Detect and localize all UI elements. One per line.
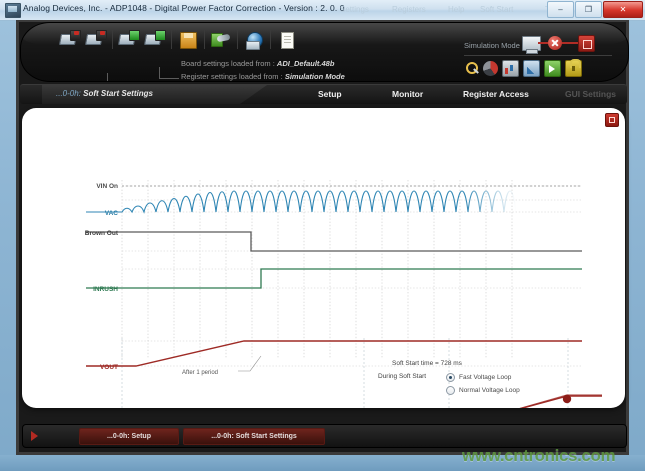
close-window-button[interactable]: ✕ (603, 1, 643, 18)
bottom-taskbar: ...0-0h: Setup ...0-0h: Soft Start Setti… (22, 424, 627, 448)
maximize-button[interactable]: ❐ (575, 1, 602, 18)
disconnected-icon (548, 36, 562, 50)
navigation-bar: ...0-0h: Soft Start Settings Setup Monit… (20, 84, 627, 104)
register-settings-status: Register settings loaded from : Simulati… (181, 72, 345, 81)
waveform-icon[interactable] (523, 60, 540, 77)
export-icon[interactable] (544, 60, 561, 77)
toolbar-callouts (107, 67, 437, 81)
breadcrumb-prefix: ...0-0h: (56, 89, 81, 98)
radio-indicator-fast[interactable] (446, 373, 455, 382)
radio-normal-voltage-loop[interactable]: Normal Voltage Loop (446, 386, 520, 395)
soft-start-settings-panel: After 1 period After 7 periods VIN On VA… (22, 108, 625, 408)
save-file-icon[interactable] (177, 29, 199, 49)
taskbar-button-setup[interactable]: ...0-0h: Setup (79, 428, 179, 445)
annotation-after-1-period: After 1 period (182, 355, 262, 376)
ghost-menu-2: Help (448, 5, 465, 14)
nav-item-monitor[interactable]: Monitor (392, 89, 424, 99)
breadcrumb: ...0-0h: Soft Start Settings (56, 89, 153, 98)
taskbar-button-soft-start-settings[interactable]: ...0-0h: Soft Start Settings (183, 428, 325, 445)
chip-icon (578, 35, 595, 52)
window-title: Analog Devices, Inc. - ADP1048 - Digital… (23, 3, 345, 13)
svg-text:After 1 period: After 1 period (182, 370, 218, 376)
radio-fast-voltage-loop[interactable]: Fast Voltage Loop (446, 373, 511, 382)
axis-label-vac: VAC (105, 210, 119, 217)
axis-label-vout: VOUT (100, 364, 118, 371)
radio-label-fast: Fast Voltage Loop (459, 374, 512, 381)
breadcrumb-current: Soft Start Settings (83, 89, 153, 98)
toolbar-separator (237, 29, 238, 49)
divider (464, 55, 612, 56)
chart-icon[interactable] (502, 60, 519, 77)
board-settings-status: Board settings loaded from : ADI_Default… (181, 59, 335, 68)
active-tab-shape (42, 85, 267, 104)
nav-item-setup[interactable]: Setup (318, 89, 342, 99)
new-document-icon[interactable] (276, 29, 298, 49)
design-palette-icon[interactable] (210, 29, 232, 49)
radio-indicator-normal[interactable] (446, 386, 455, 395)
pc-icon (522, 36, 541, 54)
axis-label-inrush: INRUSH (93, 286, 118, 293)
magnifier-icon[interactable] (464, 61, 479, 76)
series-vac (86, 190, 517, 214)
close-panel-button[interactable] (605, 113, 619, 127)
toolbar-separator (204, 29, 205, 49)
series-inrush (86, 268, 582, 289)
toolbar-separator (112, 29, 113, 49)
ghost-menu-0: Settings (340, 5, 369, 14)
write-board-settings-icon[interactable] (118, 29, 140, 49)
window-controls: – ❐ ✕ (546, 1, 643, 18)
app-icon (5, 3, 21, 18)
chart-svg: After 1 period After 7 periods VIN On VA… (85, 180, 602, 408)
pie-chart-icon[interactable] (483, 61, 498, 76)
during-soft-start-label: During Soft Start (378, 373, 427, 380)
soft-start-timing-chart: After 1 period After 7 periods VIN On VA… (22, 108, 625, 408)
soft-start-time-text: Soft Start time = 728 ms (392, 360, 462, 367)
web-export-icon[interactable] (243, 29, 265, 50)
minimize-button[interactable]: – (547, 1, 574, 18)
read-board-settings-icon[interactable] (59, 29, 81, 49)
ghost-menu-1: Registers (392, 5, 426, 14)
series-brown-out (86, 231, 582, 252)
title-bar: Analog Devices, Inc. - ADP1048 - Digital… (0, 0, 645, 21)
toolbar-gloss (21, 23, 628, 45)
series-vout-precharge (86, 340, 582, 367)
horizontal-gridlines (122, 185, 582, 367)
write-register-settings-icon[interactable] (144, 29, 166, 49)
radio-label-normal: Normal Voltage Loop (459, 387, 520, 394)
toolbar-separator (171, 29, 172, 49)
read-register-settings-icon[interactable] (85, 29, 107, 49)
series-vout-softstart-upper (519, 395, 602, 408)
status-icon-row (464, 59, 582, 77)
axis-label-vin-on: VIN On (96, 183, 118, 190)
window-frame-bottom (0, 455, 645, 471)
ghost-menu-3: Soft Start (480, 5, 514, 14)
lock-icon[interactable] (565, 59, 582, 77)
toolbar-separator (270, 29, 271, 49)
watermark: www.cntronics.com (462, 446, 616, 465)
nav-item-register-access[interactable]: Register Access (463, 89, 529, 99)
simulation-mode-label: Simulation Mode (464, 41, 520, 50)
toolbar-icon-row (57, 29, 300, 50)
taskbar-arrow-icon[interactable] (31, 431, 38, 441)
toolbar: Board settings loaded from : ADI_Default… (20, 22, 629, 82)
marker-point-soft-start-end (562, 394, 572, 404)
axis-label-brown-out: Brown Out (85, 230, 119, 237)
nav-item-gui-settings[interactable]: GUI Settings (565, 89, 617, 99)
